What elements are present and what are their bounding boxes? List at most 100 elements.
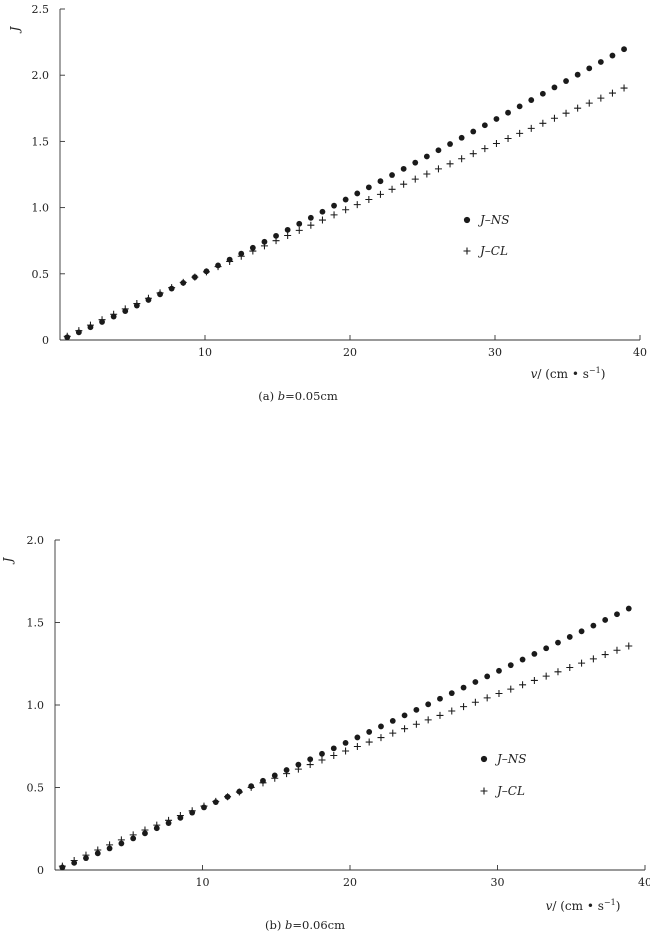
data-point-cl — [613, 646, 621, 654]
data-point-cl — [566, 663, 574, 671]
data-point-ns — [458, 134, 465, 141]
data-point-cl — [554, 668, 562, 676]
data-point-ns — [531, 651, 538, 657]
panel-a-plot: 10 20 30 40 0 0.5 1.0 1.5 2.0 2.5 — [32, 3, 648, 359]
panel-a-x-tick-label: 10 — [198, 346, 212, 359]
data-point-ns — [447, 141, 453, 147]
panel-a-xlabel-var: v — [531, 367, 538, 381]
data-point-cl — [448, 707, 456, 715]
data-point-cl — [188, 807, 196, 815]
panel-a-legend: J–NS J–CL — [463, 213, 510, 258]
data-point-cl — [365, 196, 373, 204]
data-point-ns — [566, 634, 573, 640]
data-point-ns — [400, 165, 407, 172]
data-point-ns — [377, 178, 384, 185]
data-point-ns — [118, 840, 125, 847]
data-point-cl — [259, 779, 267, 787]
data-point-ns — [586, 65, 593, 72]
data-point-cl — [200, 802, 208, 810]
panel-b-caption-var: b — [285, 918, 292, 932]
data-point-cl — [353, 201, 361, 209]
data-point-cl — [294, 765, 302, 773]
panel-a-caption-prefix: (a) — [258, 389, 278, 403]
data-point-cl — [550, 114, 558, 122]
data-point-ns — [319, 208, 326, 215]
panel-a-y-tick-label: 0 — [42, 334, 49, 347]
panel-a-legend-label-cl: J–CL — [477, 244, 508, 258]
panel-a-series-cl — [63, 84, 628, 340]
data-point-cl — [70, 857, 78, 864]
data-point-cl — [165, 816, 173, 824]
panel-b-legend-label-ns: J–NS — [494, 752, 527, 766]
panel-b-y-tick-label: 0.5 — [27, 782, 45, 795]
data-point-ns — [614, 611, 620, 618]
panel-a-legend-marker-cl — [463, 247, 471, 255]
data-point-cl — [330, 752, 338, 760]
panel-b-legend-marker-ns — [480, 755, 488, 763]
data-point-ns — [505, 109, 511, 116]
data-point-cl — [318, 756, 326, 764]
data-point-ns — [621, 46, 627, 53]
data-point-cl — [307, 221, 315, 229]
data-point-ns — [389, 172, 395, 178]
data-point-cl — [578, 659, 586, 667]
data-point-ns — [284, 226, 291, 233]
data-point-ns — [590, 622, 597, 629]
data-point-ns — [437, 695, 443, 702]
data-point-ns — [519, 656, 526, 663]
data-point-cl — [412, 720, 420, 728]
data-point-cl — [562, 109, 570, 117]
data-point-cl — [507, 685, 515, 693]
data-point-cl — [82, 851, 90, 859]
data-point-cl — [434, 165, 442, 173]
data-point-cl — [156, 289, 164, 297]
data-point-cl — [235, 788, 243, 796]
data-point-ns — [539, 90, 546, 97]
data-point-ns — [412, 159, 419, 166]
panel-a-xlabel-sup: −1 — [589, 366, 601, 375]
data-point-cl — [446, 160, 454, 168]
data-point-cl — [342, 747, 350, 755]
data-point-ns — [516, 103, 523, 110]
panel-a-legend-label-ns: J–NS — [477, 213, 510, 227]
data-point-ns — [448, 690, 455, 697]
data-point-ns — [551, 84, 558, 91]
data-point-cl — [458, 155, 466, 163]
data-point-ns — [296, 220, 303, 227]
data-point-cl — [527, 124, 535, 132]
data-point-ns — [273, 232, 279, 239]
data-point-cl — [504, 134, 512, 142]
panel-a-y-tick-label: 2.5 — [32, 3, 50, 16]
data-point-cl — [424, 716, 432, 724]
data-point-cl — [224, 793, 232, 801]
data-point-cl — [133, 300, 141, 308]
panel-a-y-tick-label: 1.0 — [32, 202, 50, 215]
data-point-cl — [389, 729, 397, 737]
data-point-cl — [271, 774, 279, 782]
data-point-cl — [481, 145, 489, 153]
panel-a-caption: (a) b=0.05cm — [258, 389, 338, 403]
data-point-cl — [388, 185, 396, 193]
data-point-cl — [191, 273, 199, 281]
data-point-cl — [625, 642, 633, 650]
data-point-cl — [168, 284, 176, 292]
panel-b-y-tick-label: 1.0 — [27, 699, 45, 712]
data-point-cl — [423, 170, 431, 178]
data-point-cl — [144, 294, 152, 302]
data-point-cl — [260, 242, 268, 250]
data-point-cl — [110, 310, 118, 318]
panel-b-caption-prefix: (b) — [265, 918, 285, 932]
panel-a: 10 20 30 40 0 0.5 1.0 1.5 2.0 2.5 J v/ (cm • s−1)… — [8, 3, 647, 403]
data-point-cl — [342, 206, 350, 214]
panel-a-x-tick-label: 20 — [343, 346, 357, 359]
data-point-ns — [470, 128, 477, 135]
data-point-cl — [601, 651, 609, 659]
panel-a-y-tick-label: 2.0 — [32, 69, 50, 82]
data-point-cl — [377, 734, 385, 742]
data-point-cl — [400, 180, 408, 188]
panel-b-xlabel: v/ (cm • s−1) — [546, 898, 621, 913]
data-point-cl — [530, 676, 538, 684]
data-point-cl — [542, 672, 550, 680]
data-point-cl — [153, 821, 161, 829]
